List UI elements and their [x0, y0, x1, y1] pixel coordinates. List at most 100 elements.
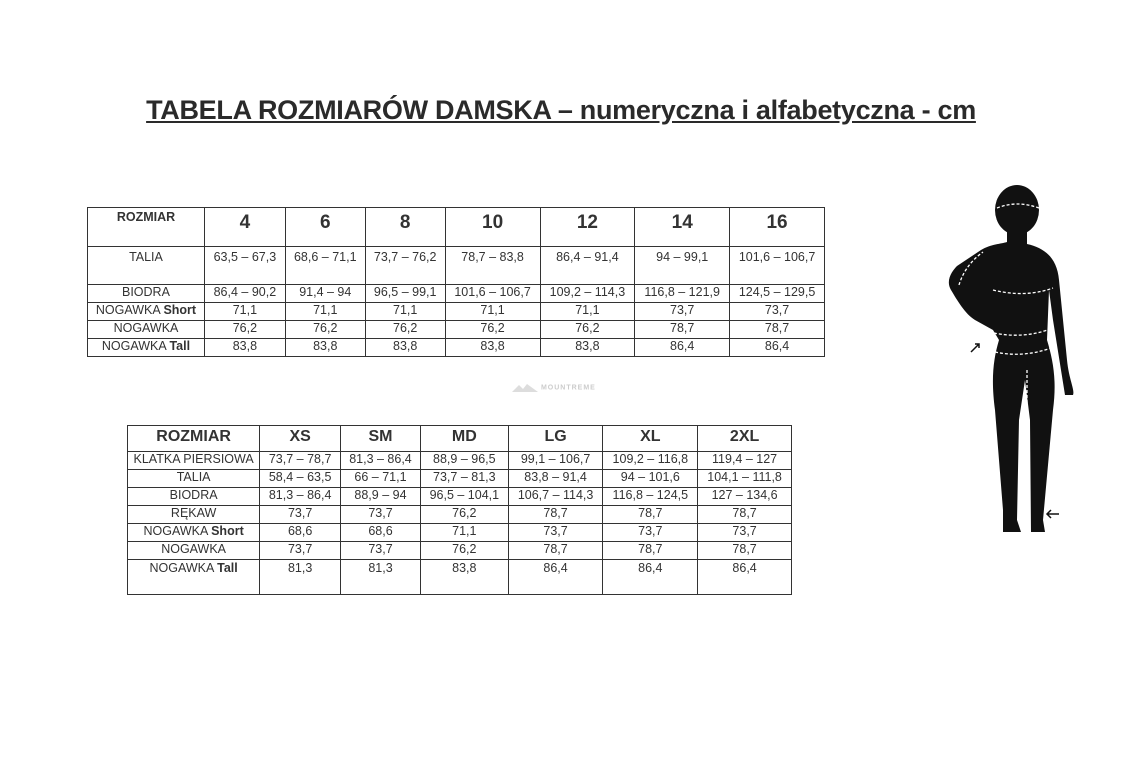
- table-row: NOGAWKA Short 71,1 71,1 71,1 71,1 71,1 73,7 73,…: [87, 302, 825, 321]
- measurement-cell: 78,7: [507, 505, 604, 524]
- measurement-cell: 73,7: [602, 523, 699, 542]
- measurement-cell: 106,7 – 114,3: [507, 487, 604, 506]
- measurement-cell: 91,4 – 94: [284, 284, 366, 303]
- measurement-cell: 73,7: [697, 523, 792, 542]
- measurement-cell: 73,7: [729, 302, 825, 321]
- size-header: SM: [340, 425, 421, 452]
- measurement-cell: 94 – 101,6: [602, 469, 699, 488]
- size-header: 6: [284, 207, 366, 247]
- alpha-size-table: ROZMIAR XS SM MD LG XL 2XL KLATKA PIERSIOWA 73,7…: [126, 425, 792, 595]
- row-label-text: NOGAWKA: [113, 321, 179, 335]
- header-label: ROZMIAR: [87, 207, 205, 247]
- measurement-cell: 71,1: [203, 302, 286, 321]
- mountain-logo-icon: [512, 384, 538, 392]
- size-header: MD: [419, 425, 509, 452]
- row-label: BIODRA: [126, 487, 261, 506]
- row-label-suffix: Short: [163, 303, 197, 317]
- row-label-text: TALIA: [176, 470, 211, 484]
- measurement-cell: 116,8 – 124,5: [602, 487, 699, 506]
- measurement-cell: 73,7: [340, 541, 421, 560]
- numeric-size-table: ROZMIAR 4 6 8 10 12 14 16 TALIA 63,5 – 67,3 68,6 –…: [87, 207, 825, 357]
- measurement-cell: 81,3 – 86,4: [259, 487, 342, 506]
- measurement-cell: 86,4 – 91,4: [539, 246, 636, 285]
- measurement-cell: 96,5 – 104,1: [419, 487, 509, 506]
- row-label: TALIA: [87, 246, 205, 285]
- row-label-suffix: Tall: [217, 561, 238, 575]
- table-row: NOGAWKA Tall 81,3 81,3 83,8 86,4 86,4 86,4: [126, 559, 792, 595]
- measurement-cell: 86,4: [507, 559, 604, 595]
- measurement-cell: 86,4: [697, 559, 792, 595]
- measurement-cell: 83,8: [284, 338, 366, 357]
- row-label-text: BIODRA: [122, 285, 170, 299]
- size-header: 10: [444, 207, 541, 247]
- measurement-cell: 101,6 – 106,7: [729, 246, 825, 285]
- measurement-cell: 78,7: [602, 541, 699, 560]
- body-measurement-silhouette-icon: [948, 185, 1074, 532]
- measurement-cell: 78,7 – 83,8: [444, 246, 541, 285]
- measurement-cell: 73,7: [340, 505, 421, 524]
- header-label: ROZMIAR: [126, 425, 261, 452]
- measurement-cell: 86,4 – 90,2: [203, 284, 286, 303]
- measurement-cell: 71,1: [284, 302, 366, 321]
- row-label-text: RĘKAW: [170, 506, 217, 520]
- size-header: 14: [634, 207, 731, 247]
- measurement-cell: 119,4 – 127: [697, 451, 792, 470]
- table-row: NOGAWKA Tall 83,8 83,8 83,8 83,8 83,8 86,4 86,4: [87, 338, 825, 357]
- measurement-cell: 116,8 – 121,9: [634, 284, 731, 303]
- measurement-cell: 68,6: [340, 523, 421, 542]
- measurement-cell: 63,5 – 67,3: [203, 246, 286, 285]
- measurement-cell: 83,8: [419, 559, 509, 595]
- measurement-cell: 76,2: [419, 505, 509, 524]
- table-row: RĘKAW 73,7 73,7 76,2 78,7 78,7 78,7: [126, 505, 792, 524]
- measurement-cell: 76,2: [419, 541, 509, 560]
- size-header: 12: [539, 207, 636, 247]
- measurement-cell: 78,7: [697, 505, 792, 524]
- measurement-cell: 76,2: [203, 320, 286, 339]
- measurement-cell: 101,6 – 106,7: [444, 284, 541, 303]
- measurement-cell: 58,4 – 63,5: [259, 469, 342, 488]
- row-label-text: BIODRA: [169, 488, 218, 502]
- row-label-text: NOGAWKA: [95, 303, 164, 317]
- measurement-cell: 83,8: [203, 338, 286, 357]
- measurement-cell: 78,7: [697, 541, 792, 560]
- measurement-cell: 71,1: [444, 302, 541, 321]
- row-label: NOGAWKA: [87, 320, 205, 339]
- measurement-cell: 86,4: [729, 338, 825, 357]
- table-row: TALIA 63,5 – 67,3 68,6 – 71,1 73,7 – 76,2 78…: [87, 246, 825, 285]
- row-label: NOGAWKA Tall: [126, 559, 261, 595]
- measurement-cell: 76,2: [364, 320, 446, 339]
- measurement-cell: 83,8: [539, 338, 636, 357]
- measurement-cell: 71,1: [419, 523, 509, 542]
- row-label-text: NOGAWKA: [101, 339, 170, 353]
- measurement-cell: 78,7: [634, 320, 731, 339]
- measurement-cell: 81,3: [340, 559, 421, 595]
- measurement-cell: 78,7: [729, 320, 825, 339]
- measurement-cell: 99,1 – 106,7: [507, 451, 604, 470]
- measurement-cell: 127 – 134,6: [697, 487, 792, 506]
- measurement-cell: 109,2 – 114,3: [539, 284, 636, 303]
- measurement-cell: 94 – 99,1: [634, 246, 731, 285]
- row-label: RĘKAW: [126, 505, 261, 524]
- row-label: TALIA: [126, 469, 261, 488]
- table-row: KLATKA PIERSIOWA 73,7 – 78,7 81,3 – 86,4 88…: [126, 451, 792, 470]
- measurement-cell: 88,9 – 96,5: [419, 451, 509, 470]
- measurement-cell: 78,7: [507, 541, 604, 560]
- row-label-suffix: Short: [211, 524, 244, 538]
- row-label-text: TALIA: [129, 250, 163, 264]
- measurement-cell: 73,7 – 78,7: [259, 451, 342, 470]
- measurement-cell: 81,3 – 86,4: [340, 451, 421, 470]
- measurement-cell: 104,1 – 111,8: [697, 469, 792, 488]
- table-row: BIODRA 86,4 – 90,2 91,4 – 94 96,5 – 99,1 101…: [87, 284, 825, 303]
- measurement-cell: 88,9 – 94: [340, 487, 421, 506]
- measurement-cell: 83,8: [444, 338, 541, 357]
- page-title: TABELA ROZMIARÓW DAMSKA – numeryczna i a…: [146, 95, 976, 125]
- row-label-suffix: Tall: [169, 339, 191, 353]
- measurement-cell: 73,7: [259, 505, 342, 524]
- measurement-cell: 109,2 – 116,8: [602, 451, 699, 470]
- table-row: TALIA 58,4 – 63,5 66 – 71,1 73,7 – 81,3 83,8…: [126, 469, 792, 488]
- table-row: NOGAWKA Short 68,6 68,6 71,1 73,7 73,7 73,7: [126, 523, 792, 542]
- row-label-text: NOGAWKA: [143, 524, 212, 538]
- size-header: 8: [364, 207, 446, 247]
- table-row: BIODRA 81,3 – 86,4 88,9 – 94 96,5 – 104,1 10…: [126, 487, 792, 506]
